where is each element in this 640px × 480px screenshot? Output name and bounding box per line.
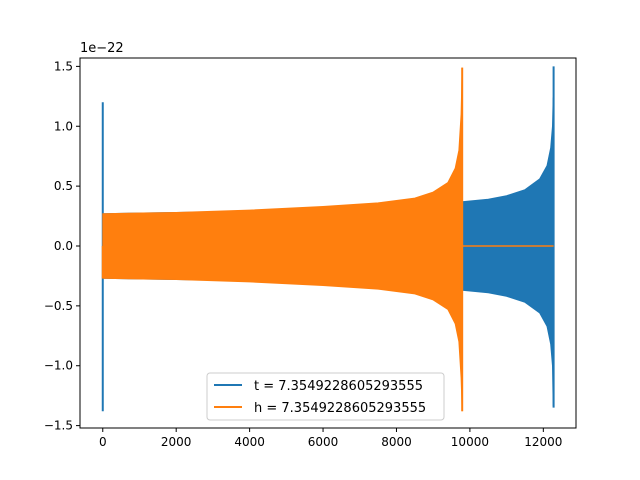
y-offset-label: 1e−22	[80, 41, 124, 56]
x-tick-label: 6000	[308, 435, 339, 449]
x-tick-label: 2000	[161, 435, 192, 449]
y-tick-label: 1.5	[54, 59, 73, 73]
axes-frame	[79, 57, 577, 429]
series-layer	[101, 66, 555, 412]
y-tick-label: 0.5	[54, 179, 73, 193]
legend-label-t: t = 7.3549228605293555	[254, 379, 423, 394]
legend-box	[206, 372, 445, 421]
y-tick-label: −1.0	[44, 359, 73, 373]
x-tick-label: 12000	[524, 435, 562, 449]
x-tick-label: 10000	[451, 435, 489, 449]
legend-label-h: h = 7.3549228605293555	[254, 401, 426, 416]
y-axis: 1.5 1.0 0.5 0.0 −0.5 −1.0 −1.5	[44, 59, 80, 433]
legend: t = 7.3549228605293555 h = 7.35492286052…	[206, 372, 445, 421]
y-tick-label: −0.5	[44, 299, 73, 313]
x-tick-label: 4000	[234, 435, 265, 449]
x-axis: 0 2000 4000 6000 8000 10000 12000	[99, 428, 562, 449]
x-tick-label: 0	[99, 435, 107, 449]
y-tick-label: 0.0	[54, 239, 73, 253]
y-tick-label: −1.5	[44, 419, 73, 433]
x-tick-label: 8000	[381, 435, 412, 449]
y-tick-label: 1.0	[54, 119, 73, 133]
